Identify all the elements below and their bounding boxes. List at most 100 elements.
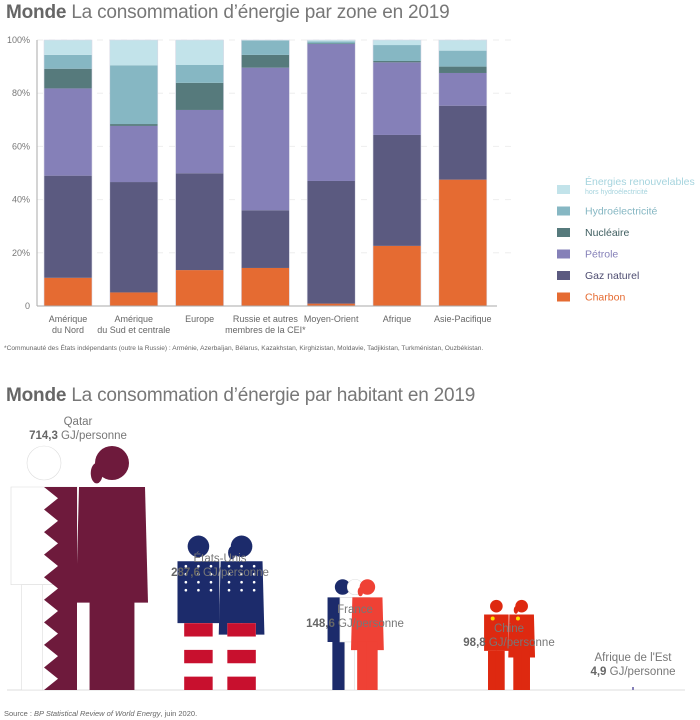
flag-star [515,616,520,621]
head [230,535,253,558]
flag-star [184,564,188,568]
tiny-figure [632,687,634,690]
country-figure-east-africa [632,687,634,690]
leg [495,650,505,690]
country-label: France 148,6 GJ/personne [275,603,435,631]
woman-figure [508,599,536,690]
bar-segment-p-trole [438,72,487,106]
legend-swatch [557,249,570,259]
bar-segment--nergies-renouvelables [44,40,92,55]
flag-star [227,588,231,592]
title-bold: Monde [6,385,67,406]
country-label: Chine 98,8 GJ/personne [429,622,589,650]
bar-segment-charbon [109,292,158,306]
bar-stack [306,39,356,307]
bar-segment-hydro-lectricit- [373,45,421,62]
legend-swatch [557,206,570,216]
bar-segment-gaz-naturel [438,105,487,180]
title-text: La consommation d’énergie par habitant e… [71,385,476,406]
country-name: France [337,604,373,616]
bar-segment-hydro-lectricit- [175,65,224,83]
title-text: La consommation d’énergie par zone en 20… [71,2,450,23]
legend-swatch [557,228,570,237]
leg [357,641,369,690]
torso [350,597,384,651]
leg [332,641,344,690]
bar-segment-p-trole [241,67,290,211]
legend-label: Énergies renouvelables [585,175,695,188]
leg [513,650,523,690]
flag-star [252,588,256,592]
bar-segment--nergies-renouvelables [307,40,356,42]
bar-segment-charbon [307,303,356,306]
bar-segment-gaz-naturel [109,182,158,293]
head [515,599,528,613]
footnote: *Communauté des États indépendants (outr… [4,345,484,352]
bar-segment-hydro-lectricit- [44,54,92,69]
country-name: États-Unis [193,553,247,565]
bar-stack [175,39,224,307]
bar-segment-hydro-lectricit- [241,40,290,55]
head [187,535,210,558]
bar-segment-gaz-naturel [241,210,290,268]
legend-label: Pétrole [585,249,618,261]
country-label: États-Unis 287,6 GJ/personne [140,552,300,580]
head [359,579,376,595]
x-tick-label: Europe [185,314,214,324]
x-tick-label: Afrique [383,314,412,324]
legend-label: Charbon [585,292,625,304]
flag-stripe [227,649,256,664]
legend-swatch [557,185,570,194]
bar-segment-nucl-aire [44,68,92,89]
flag-star [227,580,231,584]
bar-segment-gaz-naturel [373,134,421,246]
flag-star [227,572,231,576]
woman-figure [350,579,384,690]
leg [366,641,378,690]
bar-segment-gaz-naturel [44,175,92,278]
country-figure-china [484,599,536,690]
flag-star [252,572,256,576]
x-tick-label: Russie et autres [233,314,299,324]
x-tick-label: du Nord [52,325,84,335]
y-tick-label: 0 [25,301,30,311]
flag-stripe [227,676,256,690]
bar-segment-charbon [241,267,290,306]
bar-segment-gaz-naturel [175,173,224,271]
bar-segment--nergies-renouvelables [373,40,421,46]
torso [76,487,148,603]
torso [218,561,265,635]
leg [110,584,135,690]
bar-stack [241,39,290,307]
chart-title-per-capita: Monde La consommation d’énergie par habi… [6,385,475,407]
bar-segment-hydro-lectricit- [109,65,158,125]
ponytail [228,546,236,560]
head [26,445,62,481]
flag-stripe [184,623,213,637]
head [95,446,129,480]
source-note: Source : BP Statistical Review of World … [4,709,197,718]
flag-star [209,580,213,584]
bar-segment-p-trole [307,43,356,181]
bar-segment-nucl-aire [175,82,224,110]
chart-title-zones: Monde La consommation d’énergie par zone… [6,2,450,24]
source-title: BP Statistical Review of World Energy [34,709,161,718]
x-tick-label: Amérique [49,314,88,324]
legend-label: Nucléaire [585,227,630,239]
bar-segment--nergies-renouvelables [109,40,158,66]
flag-star [209,572,213,576]
bar-segment-p-trole [109,125,158,183]
bar-segment-hydro-lectricit- [438,50,487,67]
torso [177,561,220,624]
y-tick-label: 20% [12,248,30,258]
flag-star [184,580,188,584]
title-bold: Monde [6,2,67,23]
country-name: Afrique de l'Est [594,652,672,664]
bar-segment-p-trole [44,88,92,176]
legend-swatch [557,292,570,302]
bar-segment-nucl-aire [373,61,421,63]
bar-segment-charbon [373,245,421,306]
legend-label: Hydroélectricité [585,206,658,218]
flag-star [240,572,243,576]
y-tick-label: 40% [12,195,30,205]
